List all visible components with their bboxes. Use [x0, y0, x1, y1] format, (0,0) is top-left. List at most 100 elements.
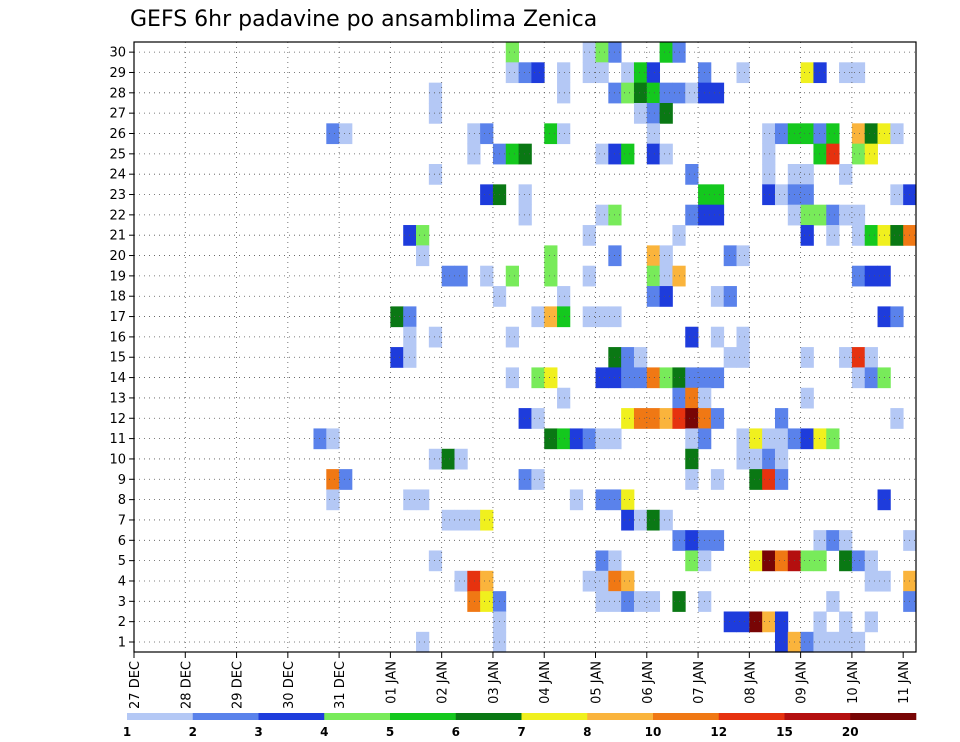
- colorbar-segment: [850, 713, 917, 720]
- heatmap-cell: [544, 428, 558, 450]
- x-tick-label: 09 JAN: [795, 661, 810, 704]
- heatmap-cell: [851, 143, 866, 165]
- heatmap-cell: [595, 41, 609, 63]
- x-tick-label: 11 JAN: [897, 661, 912, 704]
- heatmap-cell: [736, 347, 750, 368]
- heatmap-cell: [505, 62, 519, 84]
- heatmap-cell: [659, 408, 673, 429]
- y-tick-label: 14: [109, 371, 126, 386]
- heatmap-cell: [557, 387, 571, 409]
- heatmap-cell: [621, 82, 635, 104]
- y-tick-label: 24: [109, 168, 126, 183]
- heatmap-cell: [890, 306, 904, 328]
- heatmap-cell: [813, 143, 827, 165]
- x-tick-label: 29 DEC: [231, 661, 246, 709]
- y-tick-labels: 1234567891011121314151617181920212223242…: [109, 46, 134, 651]
- y-tick-label: 22: [109, 208, 126, 223]
- heatmap-cell: [749, 550, 763, 572]
- y-tick-label: 30: [109, 46, 126, 61]
- heatmap-cell: [646, 591, 661, 612]
- heatmap-cell: [864, 143, 878, 165]
- heatmap-cell: [518, 469, 532, 490]
- heatmap-cell: [710, 408, 725, 429]
- heatmap-cell: [685, 550, 699, 572]
- colorbar-segment: [258, 713, 325, 720]
- heatmap-cell: [774, 631, 789, 653]
- chart-title: GEFS 6hr padavine po ansamblima Zenica: [130, 7, 597, 32]
- heatmap-cell: [621, 570, 635, 592]
- colorbar-segment: [324, 713, 391, 720]
- heatmap-cell: [864, 570, 878, 592]
- y-tick-label: 8: [118, 493, 126, 508]
- heatmap-cell: [800, 164, 814, 185]
- heatmap-cell: [826, 225, 840, 246]
- y-tick-label: 20: [109, 249, 126, 264]
- y-tick-label: 26: [109, 127, 126, 142]
- heatmap-cell: [685, 448, 699, 470]
- heatmap-cell: [774, 448, 789, 470]
- heatmap-cell: [800, 184, 814, 206]
- heatmap-cell: [518, 408, 532, 429]
- heatmap-cell: [390, 347, 404, 368]
- heatmap-cell: [813, 428, 827, 450]
- heatmap-cell: [749, 469, 763, 490]
- heatmap-cell: [723, 245, 737, 267]
- heatmap-cell: [505, 326, 519, 348]
- heatmap-cell: [633, 591, 648, 612]
- heatmap-cell: [518, 184, 532, 206]
- colorbar-label: 4: [320, 725, 328, 739]
- heatmap-cell: [710, 326, 725, 348]
- y-tick-label: 10: [109, 452, 126, 467]
- heatmap-cell: [646, 509, 661, 531]
- heatmap-cell: [659, 82, 673, 104]
- heatmap-cell: [839, 164, 853, 185]
- colorbar-segment: [455, 713, 522, 720]
- heatmap-cell: [800, 631, 814, 653]
- colorbar: 1 2 3 4 5 6 7 8 10 12 15 20: [123, 713, 917, 739]
- heatmap-cell: [800, 204, 814, 226]
- heatmap-cell: [685, 82, 699, 104]
- heatmap-cell: [685, 367, 699, 389]
- heatmap-cell: [428, 82, 443, 104]
- heatmap-cell: [710, 530, 725, 551]
- heatmap-cell: [774, 123, 789, 145]
- colorbar-segment: [587, 713, 654, 720]
- heatmap-cell: [851, 347, 866, 368]
- heatmap-cell: [851, 225, 866, 246]
- heatmap-cell: [467, 143, 481, 165]
- heatmap-cell: [544, 306, 558, 328]
- heatmap-cell: [441, 509, 455, 531]
- heatmap-cell: [646, 62, 661, 84]
- heatmap-cell: [544, 367, 558, 389]
- heatmap-cell: [621, 489, 635, 511]
- heatmap-cell: [531, 469, 545, 490]
- heatmap-cell: [826, 143, 840, 165]
- heatmap-cell: [685, 469, 699, 490]
- colorbar-label: 12: [710, 725, 727, 739]
- heatmap-cell: [774, 611, 789, 633]
- colorbar-label: 7: [517, 725, 525, 739]
- colorbar-segment: [192, 713, 259, 720]
- heatmap-cell: [749, 611, 763, 633]
- heatmap-cell: [326, 489, 340, 511]
- heatmap-cell: [633, 367, 648, 389]
- heatmap-cell: [454, 265, 468, 287]
- heatmap-cell: [890, 225, 904, 246]
- heatmap-cell: [544, 245, 558, 267]
- x-tick-label: 01 JAN: [384, 661, 399, 704]
- heatmap-cell: [762, 184, 776, 206]
- heatmap-cell: [480, 570, 494, 592]
- heatmap-cell: [864, 225, 878, 246]
- heatmap-cell: [774, 184, 789, 206]
- heatmap-cell: [736, 62, 750, 84]
- heatmap-cell: [851, 62, 866, 84]
- grid-lines: [134, 42, 916, 652]
- colorbar-label: 6: [452, 725, 460, 739]
- heatmap-cell: [710, 82, 725, 104]
- heatmap-cell: [557, 123, 571, 145]
- heatmap-cell: [326, 469, 340, 490]
- heatmap-cell: [441, 265, 455, 287]
- heatmap-cell: [595, 489, 609, 511]
- heatmap-cell: [839, 204, 853, 226]
